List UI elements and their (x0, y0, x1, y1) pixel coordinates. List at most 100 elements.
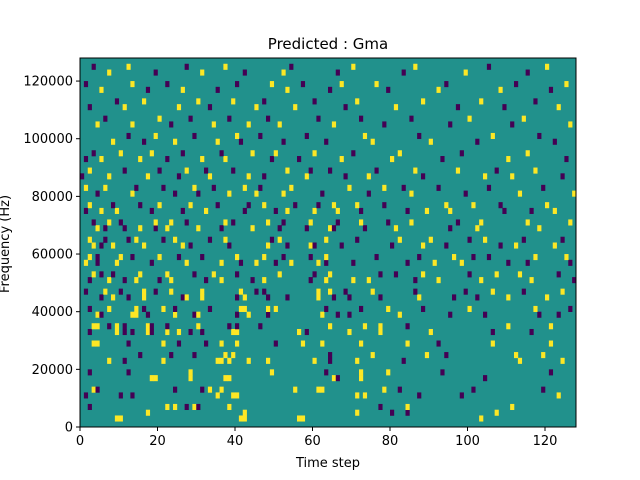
heatmap-cell (382, 202, 387, 209)
heatmap-cell (114, 98, 120, 105)
heatmap-cell (359, 115, 364, 122)
heatmap-cell (262, 277, 267, 284)
heatmap-cell (366, 277, 371, 284)
heatmap-cell (328, 288, 333, 295)
heatmap-cell (118, 254, 123, 261)
heatmap-cell (145, 311, 151, 318)
heatmap-cell (328, 357, 333, 364)
heatmap-cell (219, 340, 224, 347)
heatmap-cell (556, 104, 561, 111)
heatmap-cell (351, 63, 356, 70)
heatmap-cell (370, 138, 375, 145)
heatmap-cell (107, 323, 112, 330)
heatmap-cell (169, 277, 174, 284)
heatmap-cell (413, 288, 418, 295)
heatmap-cell (467, 115, 472, 122)
heatmap-cell (331, 225, 337, 232)
heatmap-cell (134, 184, 139, 191)
heatmap-cell (130, 121, 135, 128)
heatmap-cell (355, 409, 360, 416)
heatmap-cell (219, 225, 224, 232)
heatmap-cell (479, 277, 484, 284)
heatmap-cell (246, 121, 251, 128)
heatmap-cell (533, 98, 538, 105)
heatmap-cell (188, 375, 193, 382)
heatmap-cell (448, 207, 453, 214)
heatmap-cell (87, 104, 92, 111)
heatmap-cell (188, 328, 193, 336)
heatmap-cell (138, 271, 143, 278)
heatmap-cell (378, 403, 383, 411)
heatmap-cell (316, 259, 321, 266)
heatmap-cell (87, 254, 92, 261)
heatmap-cell (196, 225, 201, 232)
heatmap-cell (200, 156, 205, 163)
heatmap-cell (95, 259, 100, 266)
heatmap-cell (366, 190, 371, 197)
heatmap-cell (126, 369, 131, 376)
heatmap-cell (339, 156, 344, 163)
heatmap-cell (180, 207, 185, 214)
x-tick-label: 40 (227, 434, 244, 449)
heatmap-cell (165, 328, 170, 336)
heatmap-cell (188, 369, 193, 376)
heatmap-cell (517, 271, 523, 278)
heatmap-cell (134, 305, 139, 312)
heatmap-cell (235, 271, 240, 278)
heatmap-cell (293, 386, 298, 393)
heatmap-cell (153, 225, 158, 232)
heatmap-cell (281, 138, 286, 145)
heatmap-cell (560, 173, 565, 180)
heatmap-cell (231, 219, 236, 226)
x-tick-label: 120 (533, 434, 558, 449)
heatmap-cell (281, 254, 286, 261)
heatmap-cell (568, 259, 573, 266)
heatmap-cell (413, 167, 418, 174)
heatmap-cell (483, 375, 488, 382)
heatmap-cell (87, 369, 92, 376)
heatmap-cell (463, 190, 468, 197)
heatmap-cell (393, 271, 399, 278)
heatmap-cell (176, 104, 182, 111)
heatmap-cell (498, 202, 503, 209)
heatmap-cell (424, 207, 430, 214)
heatmap-cell (165, 323, 170, 330)
heatmap-cell (459, 392, 464, 399)
heatmap-cell (227, 115, 232, 122)
heatmap-cell (157, 202, 162, 209)
heatmap-cell (378, 294, 383, 301)
heatmap-cell (83, 156, 89, 163)
heatmap-cell (568, 219, 573, 226)
heatmap-cell (91, 242, 96, 249)
heatmap-cell (521, 236, 526, 243)
heatmap-cell (490, 340, 495, 347)
heatmap-cell (269, 81, 275, 88)
heatmap-cell (328, 225, 333, 232)
heatmap-cell (545, 294, 550, 301)
heatmap-cell (103, 115, 108, 122)
heatmap-cell (417, 254, 422, 261)
heatmap-cell (459, 150, 464, 157)
heatmap-cell (397, 311, 402, 318)
heatmap-cell (467, 236, 472, 243)
heatmap-cell (200, 69, 205, 76)
heatmap-cell (87, 202, 92, 209)
heatmap-cell (114, 415, 120, 422)
axes-frame (79, 57, 577, 428)
heatmap-cell (95, 254, 100, 261)
heatmap-cell (91, 63, 96, 70)
heatmap-cell (134, 236, 139, 243)
heatmap-cell (297, 415, 302, 422)
heatmap-cell (312, 271, 317, 278)
heatmap-cell (169, 121, 174, 128)
heatmap-cell (455, 167, 461, 174)
heatmap-cell (95, 225, 100, 232)
heatmap-cell (173, 386, 178, 393)
heatmap-cell (130, 190, 135, 197)
heatmap-cell (421, 305, 426, 312)
heatmap-cell (99, 207, 104, 214)
heatmap-cell (517, 190, 523, 197)
heatmap-cell (87, 305, 92, 312)
heatmap-cell (498, 242, 503, 249)
heatmap-cell (479, 98, 484, 105)
